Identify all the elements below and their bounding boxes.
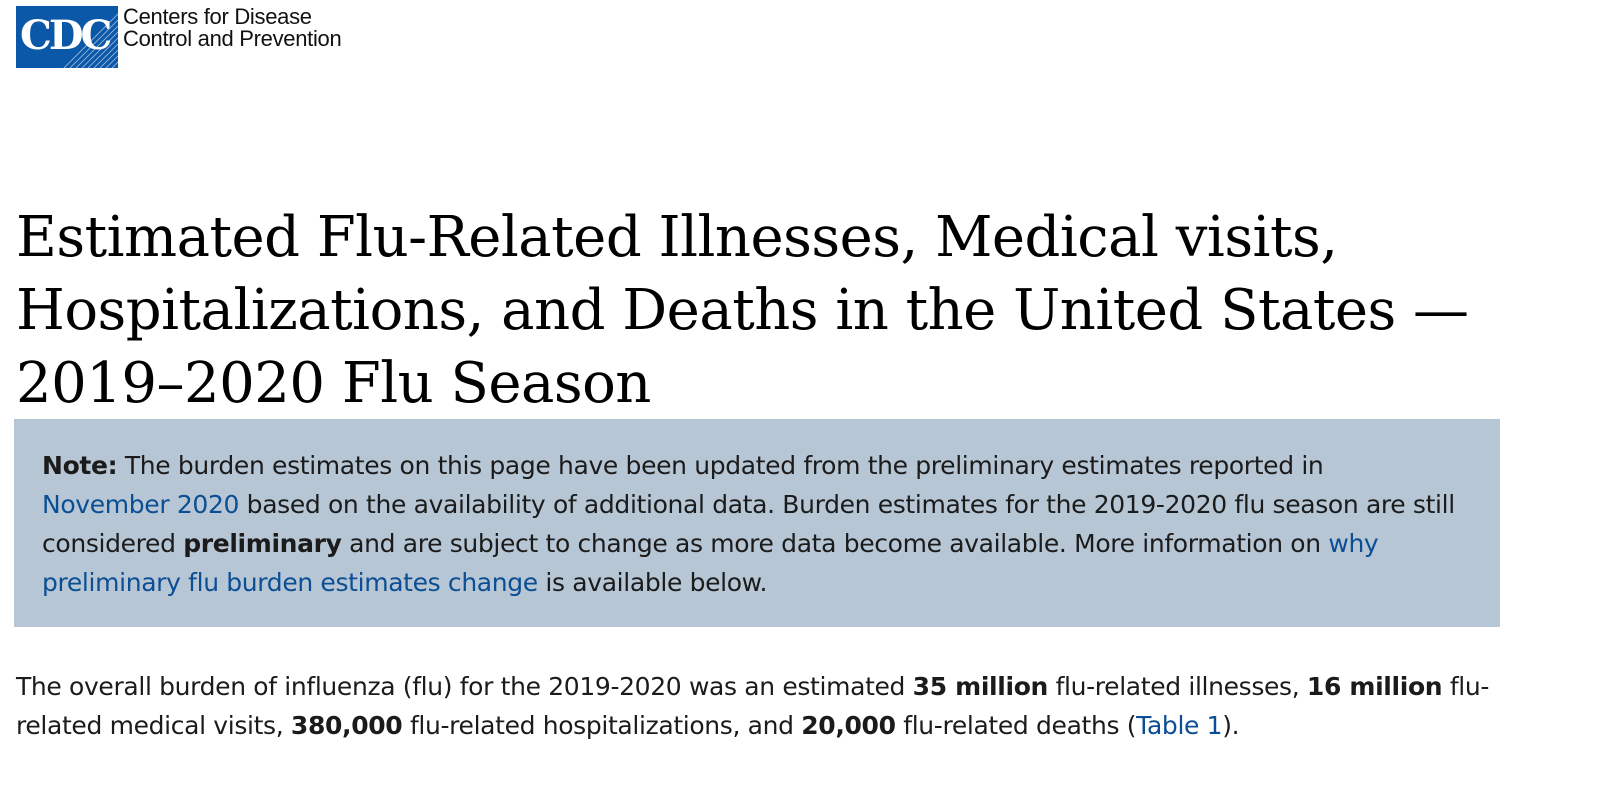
note-text-3b: and are subject to change as more data b… — [341, 529, 1329, 558]
site-header: CDC Centers for Disease Control and Prev… — [16, 4, 342, 68]
november-2020-link[interactable]: November 2020 — [42, 490, 240, 519]
illnesses-value: 35 million — [912, 672, 1049, 701]
why-estimates-change-link-part2[interactable]: preliminary flu burden estimates change — [42, 568, 538, 597]
note-preliminary-bold: preliminary — [183, 529, 342, 558]
note-paragraph: Note: The burden estimates on this page … — [42, 446, 1472, 602]
note-text-4: is available below. — [537, 568, 768, 597]
note-line3: considered preliminary and are subject t… — [42, 524, 1472, 563]
summary-text-1c: flu- — [1442, 672, 1490, 701]
page-title: Estimated Flu-Related Illnesses, Medical… — [16, 201, 1536, 420]
page-title-line1: Estimated Flu-Related Illnesses, Medical… — [16, 205, 1338, 270]
org-name[interactable]: Centers for Disease Control and Preventi… — [123, 4, 342, 51]
why-estimates-change-link-part1[interactable]: why — [1328, 529, 1379, 558]
note-label: Note: — [42, 451, 118, 480]
note-line2: November 2020 based on the availability … — [42, 485, 1472, 524]
summary-text-2d: ). — [1222, 711, 1240, 740]
table-1-link[interactable]: Table 1 — [1136, 711, 1223, 740]
cdc-logo-mark: CDC — [16, 6, 118, 68]
page-title-line2: Hospitalizations, and Deaths in the Unit… — [16, 278, 1469, 343]
org-name-line1: Centers for Disease — [123, 4, 312, 29]
hospitalizations-value: 380,000 — [290, 711, 403, 740]
note-text-3a: considered — [42, 529, 184, 558]
summary-text-2c: flu-related deaths ( — [895, 711, 1137, 740]
org-name-line2: Control and Prevention — [123, 26, 342, 51]
summary-paragraph: The overall burden of influenza (flu) fo… — [16, 667, 1516, 745]
summary-text-2b: flu-related hospitalizations, and — [402, 711, 802, 740]
summary-text-1a: The overall burden of influenza (flu) fo… — [16, 672, 913, 701]
note-line4: preliminary flu burden estimates change … — [42, 563, 1472, 602]
note-text-2: based on the availability of additional … — [239, 490, 1456, 519]
page-title-line3: 2019–2020 Flu Season — [16, 351, 651, 416]
summary-text-1b: flu-related illnesses, — [1047, 672, 1307, 701]
svg-text:CDC: CDC — [20, 12, 111, 59]
note-text-1: The burden estimates on this page have b… — [117, 451, 1324, 480]
medical-visits-value: 16 million — [1306, 672, 1443, 701]
note-callout: Note: The burden estimates on this page … — [14, 419, 1500, 627]
summary-line1: The overall burden of influenza (flu) fo… — [16, 667, 1516, 706]
deaths-value: 20,000 — [801, 711, 896, 740]
note-line1: Note: The burden estimates on this page … — [42, 446, 1472, 485]
summary-line2: related medical visits, 380,000 flu-rela… — [16, 706, 1516, 745]
summary-text-2a: related medical visits, — [16, 711, 291, 740]
cdc-logo[interactable]: CDC — [16, 6, 118, 68]
